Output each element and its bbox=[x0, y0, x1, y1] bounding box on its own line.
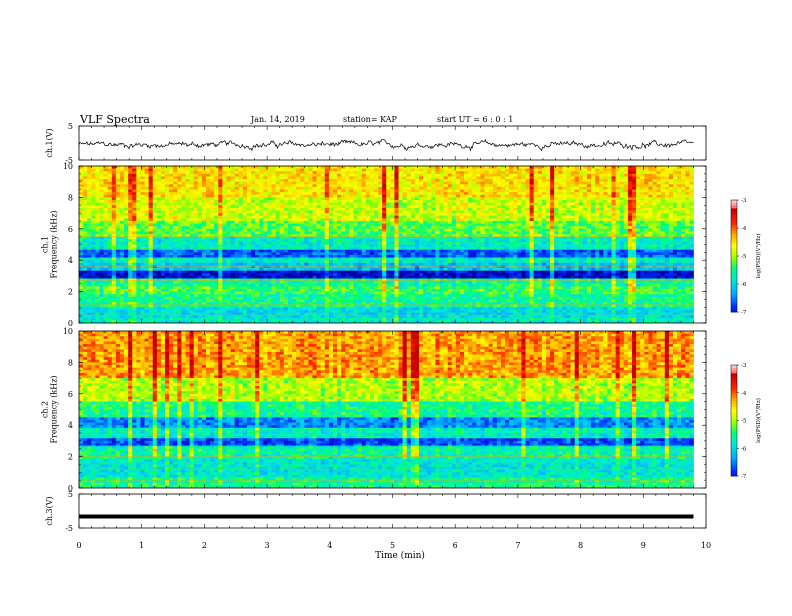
y-tick-label: 6 bbox=[68, 390, 73, 399]
colorbar-tick-label: -3 bbox=[741, 363, 747, 369]
y-tick-label: 10 bbox=[63, 327, 73, 336]
station-label: station= KAP bbox=[343, 115, 398, 124]
y-tick-label: 4 bbox=[68, 256, 73, 265]
y-tick-label: 2 bbox=[68, 288, 73, 297]
y-tick-label: 6 bbox=[68, 225, 73, 234]
spectrogram-image bbox=[79, 166, 694, 323]
x-tick-label: 2 bbox=[202, 541, 207, 550]
x-tick-label: 10 bbox=[701, 541, 711, 550]
figure-title: VLF Spectra bbox=[79, 113, 150, 126]
colorbar: -3 -4 -5 -6 -7 log(PSD)(V²/Hz) bbox=[731, 363, 762, 480]
colorbar: -3 -4 -5 -6 -7 log(PSD)(V²/Hz) bbox=[731, 198, 762, 316]
y-axis-title: ch.2 bbox=[41, 401, 50, 418]
y-tick-label: 5 bbox=[68, 122, 73, 131]
y-tick-label: -5 bbox=[65, 524, 73, 533]
spectrogram-image bbox=[79, 331, 694, 488]
x-tick-label: 3 bbox=[265, 541, 270, 550]
colorbar-tick-label: -7 bbox=[741, 310, 747, 316]
y-axis-title: Frequency (kHz) bbox=[50, 375, 59, 443]
colorbar-tick-label: -7 bbox=[741, 474, 747, 480]
x-tick-label: 0 bbox=[76, 541, 81, 550]
colorbar-tick-label: -5 bbox=[741, 254, 747, 260]
x-tick-label: 6 bbox=[453, 541, 458, 550]
panel-frame bbox=[79, 494, 706, 528]
colorbar-label: log(PSD)(V²/Hz) bbox=[755, 234, 762, 279]
date-label: Jan. 14, 2019 bbox=[250, 115, 305, 124]
y-axis-title: Frequency (kHz) bbox=[50, 210, 59, 278]
ch3-waveform-panel: 5 -5 ch.3(V) 0 1 2 3 4 5 6 7 8 9 10 bbox=[45, 490, 711, 550]
colorbar-tick-label: -6 bbox=[741, 446, 747, 452]
x-tick-label: 1 bbox=[139, 541, 144, 550]
y-tick-label: 4 bbox=[68, 421, 73, 430]
colorbar-label: log(PSD)(V²/Hz) bbox=[755, 398, 762, 443]
colorbars: -3 -4 -5 -6 -7 log(PSD)(V²/Hz) -3 -4 -5 -6 -7 log(P… bbox=[731, 198, 762, 480]
colorbar-tick-label: -3 bbox=[741, 198, 747, 204]
y-axis-title: ch.3(V) bbox=[45, 496, 54, 525]
x-tick-label: 9 bbox=[641, 541, 646, 550]
x-tick-label: 8 bbox=[578, 541, 583, 550]
x-tick-label: 7 bbox=[515, 541, 520, 550]
y-tick-label: 8 bbox=[68, 358, 73, 367]
y-tick-label: 8 bbox=[68, 193, 73, 202]
x-tick-label: 4 bbox=[327, 541, 332, 550]
x-axis-title: Time (min) bbox=[375, 550, 425, 561]
y-tick-label: 10 bbox=[63, 162, 73, 171]
y-axis-title: ch.1 bbox=[41, 236, 50, 253]
colorbar-tick-label: -5 bbox=[741, 419, 747, 425]
ch1-waveform-panel: 5-5ch.1(V) bbox=[45, 122, 706, 165]
start-time-label: start UT = 6 : 0 : 1 bbox=[437, 115, 513, 124]
y-tick-label: 2 bbox=[68, 453, 73, 462]
y-tick-label: 5 bbox=[68, 490, 73, 499]
colorbar-tick-label: -4 bbox=[741, 391, 747, 397]
colorbar-tick-label: -4 bbox=[741, 226, 747, 232]
y-axis-title: ch.1(V) bbox=[45, 128, 54, 157]
x-tick-label: 5 bbox=[390, 541, 395, 550]
ch1-trace bbox=[79, 139, 694, 150]
colorbar-tick-label: -6 bbox=[741, 282, 747, 288]
